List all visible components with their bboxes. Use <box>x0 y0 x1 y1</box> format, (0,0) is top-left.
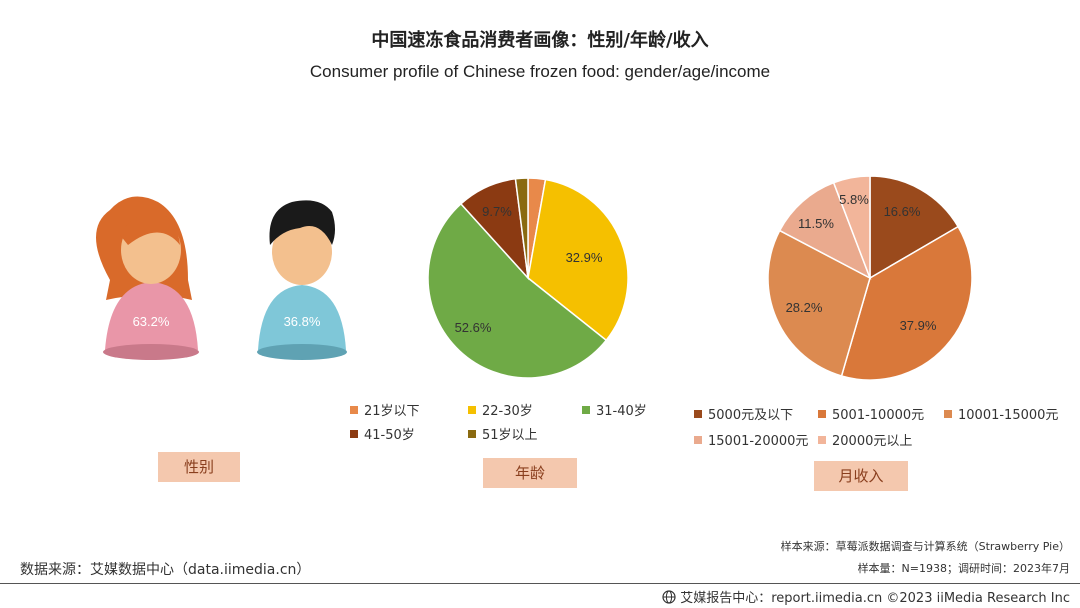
legend-label: 31-40岁 <box>596 404 647 419</box>
pie-slice-2 <box>767 229 871 377</box>
pie-data-label: 52.6% <box>455 320 492 335</box>
income-tag: 月收入 <box>814 461 908 491</box>
male-figure <box>257 200 347 360</box>
legend-swatch <box>582 405 590 414</box>
data-source: 数据来源：艾媒数据中心（data.iimedia.cn） <box>20 562 311 578</box>
legend-item: 22-30岁 <box>468 400 533 419</box>
legend-swatch <box>944 409 952 418</box>
legend-item: 5001-10000元 <box>818 404 924 423</box>
pie-data-label: 2.0% <box>485 168 515 171</box>
legend-swatch <box>350 405 358 414</box>
pie-slice-4 <box>514 177 529 279</box>
pie-data-label: 32.9% <box>566 250 603 265</box>
sample-source: 样本来源：草莓派数据调查与计算系统（Strawberry Pie） <box>780 540 1070 553</box>
income-legend: 5000元及以下 5001-10000元 10001-15000元 15001-… <box>694 404 1074 452</box>
legend-item: 15001-20000元 <box>694 430 808 449</box>
legend-swatch <box>818 435 826 444</box>
pie-slice-1 <box>840 225 973 381</box>
chart-title-zh: 中国速冻食品消费者画像：性别/年龄/收入 <box>371 30 709 51</box>
footer: 艾媒报告中心：report.iimedia.cn ©2023 iiMedia R… <box>662 587 1070 606</box>
female-value-label: 63.2% <box>133 314 170 329</box>
globe-icon <box>662 589 676 604</box>
legend-swatch <box>694 409 702 418</box>
legend-swatch <box>818 409 826 418</box>
female-body <box>105 282 198 350</box>
age-pie-chart: 2.8%32.9%52.6%9.7%2.0% <box>427 168 629 378</box>
legend-label: 22-30岁 <box>482 404 533 419</box>
legend-item: 21岁以下 <box>350 400 420 419</box>
legend-swatch <box>694 435 702 444</box>
legend-label: 5000元及以下 <box>708 408 794 423</box>
legend-swatch <box>350 429 358 438</box>
legend-item: 20000元以上 <box>818 430 912 449</box>
gender-pictogram: 63.2% 36.8% <box>96 196 347 360</box>
legend-label: 51岁以上 <box>482 428 538 443</box>
legend-swatch <box>468 429 476 438</box>
legend-item: 41-50岁 <box>350 424 415 443</box>
age-legend: 21岁以下 22-30岁 31-40岁 41-50岁 51岁以上 <box>350 400 670 444</box>
pie-slice-3 <box>778 181 872 280</box>
pie-data-label: 37.9% <box>900 318 937 333</box>
pie-slice-4 <box>832 175 871 279</box>
sample-info: 样本量：N=1938；调研时间：2023年7月 <box>857 562 1070 575</box>
legend-label: 15001-20000元 <box>708 434 809 449</box>
male-body <box>258 285 346 350</box>
legend-label: 20000元以上 <box>832 434 913 449</box>
legend-label: 5001-10000元 <box>832 408 925 423</box>
legend-label: 21岁以下 <box>364 404 420 419</box>
legend-swatch <box>468 405 476 414</box>
footer-divider <box>0 583 1080 584</box>
gender-tag: 性别 <box>158 452 240 482</box>
pie-data-label: 16.6% <box>884 204 921 219</box>
pie-data-label: 9.7% <box>482 204 512 219</box>
pie-data-label: 5.8% <box>839 192 869 207</box>
income-pie-chart: 16.6% 37.9% 28.2% 11.5% 5.8% <box>767 175 973 381</box>
pie-slice-2 <box>427 202 608 378</box>
legend-item: 51岁以上 <box>468 424 538 443</box>
legend-label: 41-50岁 <box>364 428 415 443</box>
pie-slice-1 <box>527 178 629 342</box>
male-value-label: 36.8% <box>284 314 321 329</box>
pie-data-label: 28.2% <box>786 300 823 315</box>
legend-item: 10001-15000元 <box>944 404 1058 423</box>
legend-label: 10001-15000元 <box>958 408 1059 423</box>
pie-data-label: 11.5% <box>798 216 834 231</box>
pie-slice-0 <box>869 175 960 280</box>
footer-text: 艾媒报告中心：report.iimedia.cn ©2023 iiMedia R… <box>680 591 1070 606</box>
legend-item: 31-40岁 <box>582 400 647 419</box>
legend-item: 5000元及以下 <box>694 404 793 423</box>
age-tag: 年龄 <box>483 458 577 488</box>
chart-title-en: Consumer profile of Chinese frozen food:… <box>309 62 771 81</box>
female-figure <box>96 196 199 360</box>
